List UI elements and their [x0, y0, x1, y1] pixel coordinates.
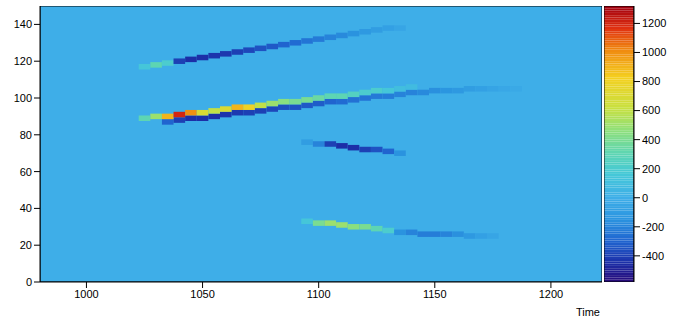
svg-text:-400: -400 — [642, 250, 664, 262]
svg-text:20: 20 — [20, 239, 32, 251]
svg-text:120: 120 — [14, 55, 32, 67]
svg-text:Time: Time — [576, 306, 600, 318]
svg-text:200: 200 — [642, 163, 660, 175]
svg-text:1050: 1050 — [190, 288, 214, 300]
svg-text:100: 100 — [14, 92, 32, 104]
svg-text:800: 800 — [642, 75, 660, 87]
svg-text:0: 0 — [642, 192, 648, 204]
svg-text:0: 0 — [26, 276, 32, 288]
svg-text:1100: 1100 — [307, 288, 331, 300]
svg-text:600: 600 — [642, 104, 660, 116]
svg-text:1200: 1200 — [539, 288, 563, 300]
svg-text:400: 400 — [642, 134, 660, 146]
svg-text:40: 40 — [20, 202, 32, 214]
svg-text:60: 60 — [20, 166, 32, 178]
svg-text:140: 140 — [14, 18, 32, 30]
svg-text:1000: 1000 — [642, 46, 666, 58]
svg-text:1200: 1200 — [642, 17, 666, 29]
svg-text:80: 80 — [20, 129, 32, 141]
svg-text:-200: -200 — [642, 221, 664, 233]
svg-text:1000: 1000 — [74, 288, 98, 300]
svg-text:1150: 1150 — [423, 288, 447, 300]
